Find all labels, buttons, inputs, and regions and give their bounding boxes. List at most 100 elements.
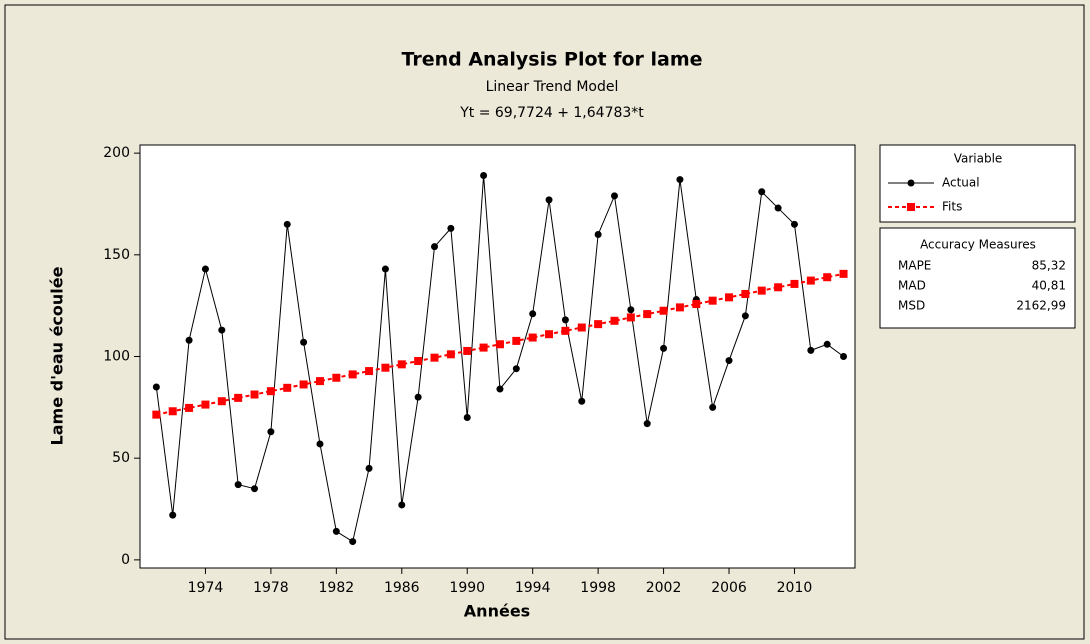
data-point [431,243,439,251]
data-point [643,310,652,319]
data-point [463,346,472,355]
data-point [659,306,668,315]
data-point [774,283,783,292]
data-point [561,316,569,324]
data-point [594,320,603,329]
measure-value: 2162,99 [1016,299,1066,313]
data-point [365,367,374,376]
data-point [251,485,259,493]
data-point [675,303,684,312]
data-point [266,387,275,396]
data-point [365,464,373,472]
data-point [512,336,521,345]
data-point [823,340,831,348]
data-point [741,312,749,320]
data-point [381,265,389,273]
data-point [757,286,766,295]
chart-subtitle: Linear Trend Model [486,79,619,95]
data-point [201,400,210,409]
measure-value: 40,81 [1032,279,1066,293]
measure-value: 85,32 [1032,259,1066,273]
data-point [332,527,340,535]
data-point [332,373,341,382]
data-point [725,293,734,302]
data-point [152,410,161,419]
data-point [758,188,766,196]
data-point [480,172,488,180]
data-point [185,336,193,344]
data-point [578,397,586,405]
data-point [790,279,799,288]
y-tick-label: 150 [103,247,130,263]
data-point [529,310,537,318]
data-point [839,269,848,278]
y-tick-label: 200 [103,145,130,161]
data-point [512,365,520,373]
data-point [823,273,832,282]
legend-label: Fits [942,200,962,214]
data-point [807,346,815,354]
data-point [397,360,406,369]
data-point [709,403,717,411]
data-point [626,313,635,322]
data-point [398,501,406,509]
data-point [496,385,504,393]
data-point [840,353,848,360]
data-point [463,414,471,422]
x-tick-label: 1986 [384,580,420,596]
legend-label: Actual [942,176,980,190]
data-point [201,265,209,273]
data-point [267,428,275,436]
data-point [349,538,357,546]
data-point [627,306,635,314]
data-point [430,353,439,362]
data-point [790,220,798,228]
data-point [316,440,324,448]
equation: Yt = 69,7724 + 1,64783*t [459,105,644,121]
data-point [545,196,553,204]
measure-name: MSD [898,299,925,313]
x-tick-label: 2006 [711,580,747,596]
y-tick-label: 100 [103,349,130,365]
x-tick-label: 1982 [319,580,355,596]
data-point [708,296,717,305]
x-tick-label: 2002 [646,580,682,596]
data-point [561,326,570,335]
legend-title: Variable [954,152,1003,166]
chart-title: Trend Analysis Plot for lame [401,49,702,71]
data-point [660,344,668,352]
data-point [643,420,651,428]
legend-marker [907,203,915,211]
x-tick-label: 1998 [580,580,616,596]
y-tick-label: 0 [121,552,130,568]
data-point [217,397,226,406]
data-point [169,511,177,519]
x-tick-label: 1990 [449,580,485,596]
accuracy-title: Accuracy Measures [920,238,1036,252]
data-point [185,403,194,412]
data-point [545,330,554,339]
data-point [676,176,684,184]
data-point [610,192,618,200]
accuracy-box [879,227,1076,329]
data-point [725,357,733,365]
data-point [479,343,488,352]
data-point [283,220,291,228]
x-axis-label: Années [464,602,530,621]
data-point [300,338,308,346]
data-point [168,407,177,416]
x-tick-label: 1978 [253,580,289,596]
data-point [594,230,602,238]
data-point [610,316,619,325]
x-tick-label: 1974 [188,580,224,596]
data-point [741,289,750,298]
data-point [414,393,422,401]
data-point [250,390,259,399]
data-point [315,377,324,386]
x-tick-label: 1994 [515,580,551,596]
legend-marker [907,179,915,187]
data-point [283,383,292,392]
measure-name: MAD [898,279,926,293]
